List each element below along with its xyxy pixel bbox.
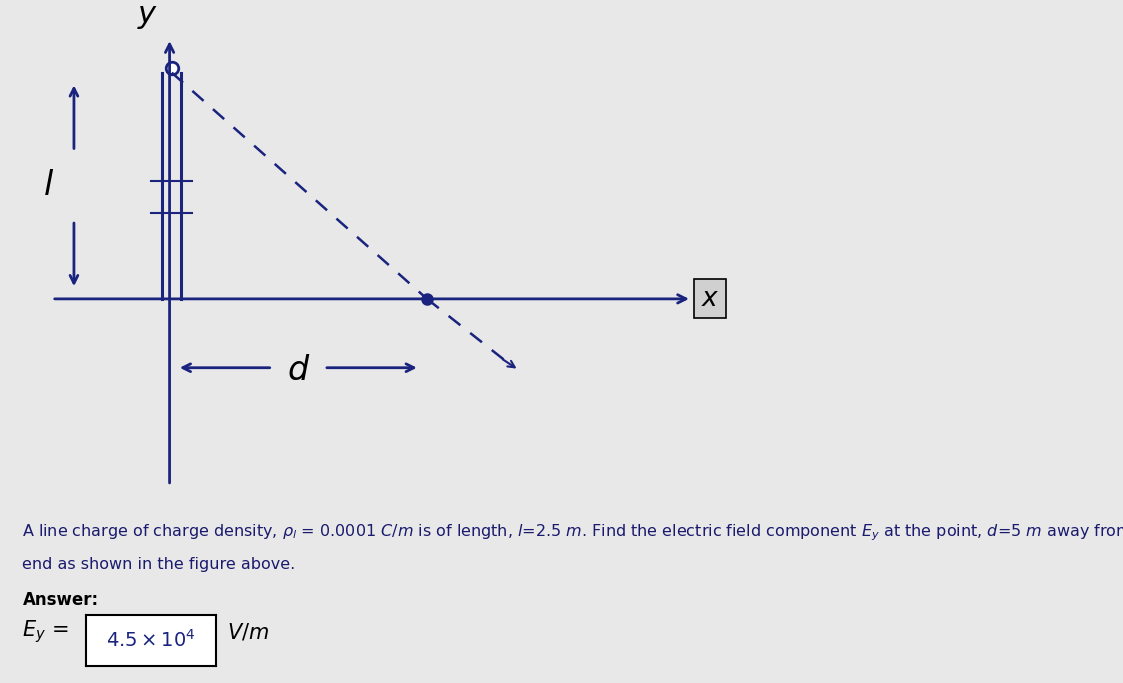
Text: $y$: $y$ <box>137 2 158 31</box>
Text: Answer:: Answer: <box>22 591 99 609</box>
Text: end as shown in the figure above.: end as shown in the figure above. <box>22 557 295 572</box>
Text: $d$: $d$ <box>286 354 310 387</box>
Text: $V/m$: $V/m$ <box>227 622 270 642</box>
Text: $l$: $l$ <box>43 169 54 202</box>
Text: A line charge of charge density, $\rho_l$ = 0.0001 $C/m$ is of length, $l$=2.5 $: A line charge of charge density, $\rho_l… <box>22 522 1123 543</box>
Text: $4.5 \times 10^4$: $4.5 \times 10^4$ <box>107 629 195 652</box>
Text: $E_y$ =: $E_y$ = <box>22 618 69 645</box>
Text: $x$: $x$ <box>701 286 720 312</box>
